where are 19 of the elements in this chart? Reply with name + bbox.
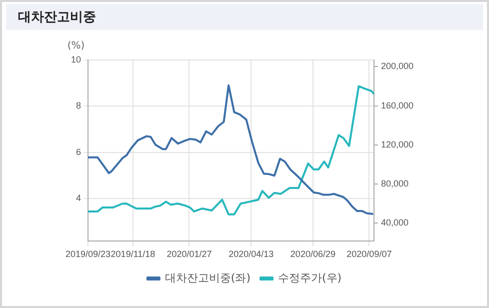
- y-axis-title: (%): [67, 40, 85, 52]
- x-tick-label: 2019/11/18: [110, 249, 156, 260]
- y2-tick-label: 200,000: [381, 61, 414, 72]
- y-tick-label: 8: [76, 100, 81, 111]
- x-tick-label: 2020/06/29: [290, 249, 336, 260]
- y2-tick-label: 40,000: [381, 218, 409, 228]
- x-tick-label: 2020/09/07: [346, 249, 392, 260]
- x-tick-label: 2020/01/27: [166, 249, 212, 260]
- legend-label: 대차잔고비중(좌): [164, 271, 251, 284]
- y2-tick-label: 120,000: [381, 139, 414, 150]
- y2-tick-label: 160,000: [381, 100, 414, 110]
- x-tick-label: 2020/04/13: [228, 249, 274, 260]
- y-tick-label: 10: [70, 54, 81, 64]
- y-tick-label: 4: [76, 192, 81, 203]
- chart-title: 대차잔고비중: [6, 4, 483, 30]
- x-tick-label: 2019/09/23: [65, 249, 111, 260]
- y2-tick-label: 80,000: [381, 178, 409, 189]
- legend-label: 수정주가(우): [278, 271, 342, 284]
- y-tick-label: 6: [76, 146, 81, 157]
